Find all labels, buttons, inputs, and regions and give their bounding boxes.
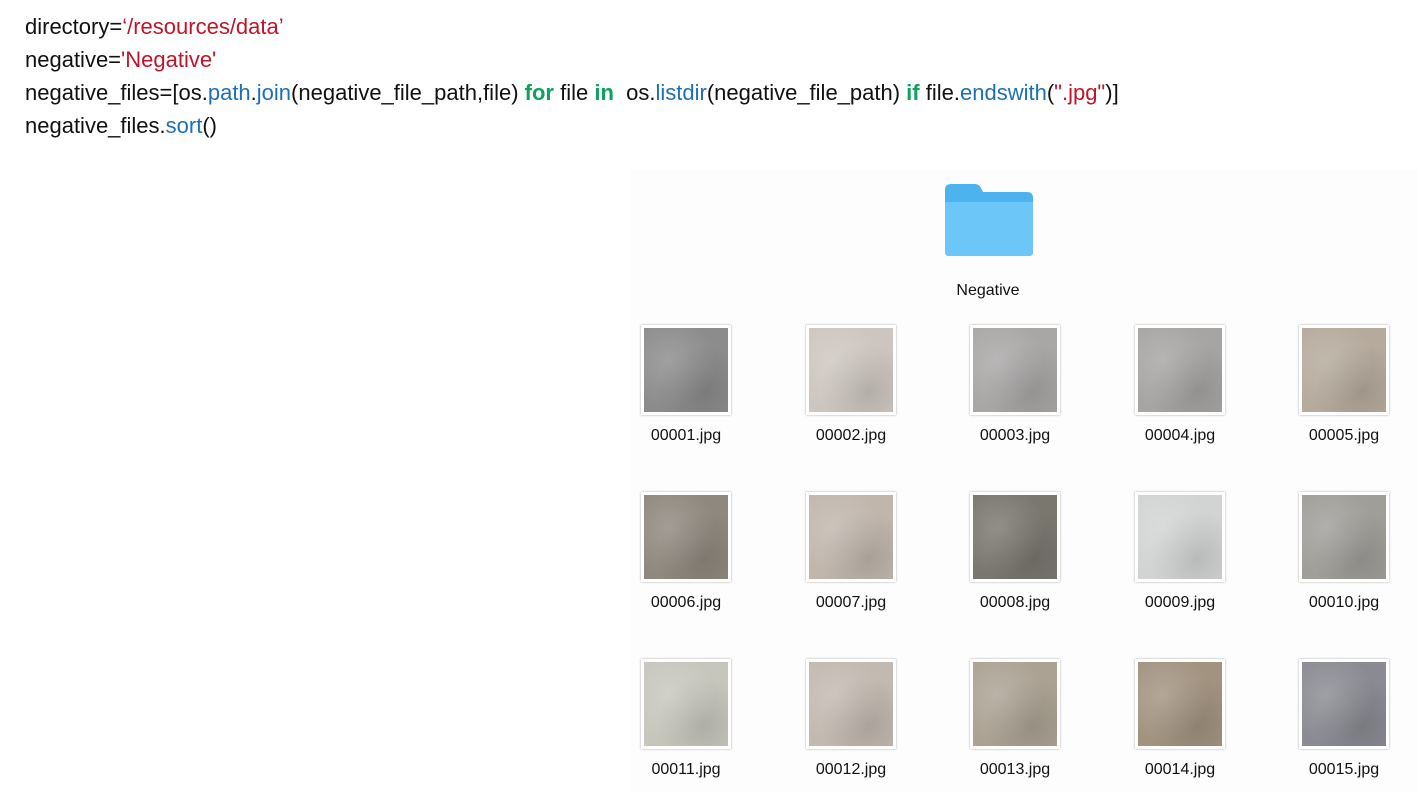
code-token: in <box>594 80 614 105</box>
file-thumbnail[interactable] <box>641 492 731 582</box>
file-name[interactable]: 00002.jpg <box>815 427 887 444</box>
file-thumbnail[interactable] <box>641 659 731 749</box>
file-name[interactable]: 00011.jpg <box>651 761 721 778</box>
code-line: negative_files=[os.path.join(negative_fi… <box>25 76 1119 109</box>
file-name[interactable]: 00008.jpg <box>979 594 1051 611</box>
code-token: path <box>207 80 251 105</box>
code-token: 'Negative' <box>121 47 217 72</box>
file-thumbnail[interactable] <box>1135 492 1225 582</box>
code-block: directory=‘/resources/data’ negative='Neg… <box>25 10 1119 142</box>
code-token: ‘/resources/data’ <box>122 14 284 39</box>
code-token: negative= <box>25 47 122 72</box>
code-token: os. <box>613 80 656 105</box>
file-name[interactable]: 00009.jpg <box>1144 594 1216 611</box>
file-thumbnail[interactable] <box>1299 325 1389 415</box>
code-line: negative='Negative' <box>25 43 1119 76</box>
code-token: join <box>256 80 292 105</box>
file-thumbnail[interactable] <box>806 659 896 749</box>
file-name[interactable]: 00015.jpg <box>1308 761 1380 778</box>
code-token: if <box>906 80 920 105</box>
code-token: ".jpg" <box>1054 80 1106 105</box>
file-name[interactable]: 00012.jpg <box>815 761 887 778</box>
file-thumbnail[interactable] <box>1299 492 1389 582</box>
code-token: directory= <box>25 14 123 39</box>
file-name[interactable]: 00004.jpg <box>1144 427 1216 444</box>
code-line: negative_files.sort() <box>25 109 1119 142</box>
file-thumbnail[interactable] <box>970 492 1060 582</box>
code-line: directory=‘/resources/data’ <box>25 10 1119 43</box>
file-thumbnail[interactable] <box>970 659 1060 749</box>
file-name[interactable]: 00001.jpg <box>650 427 722 444</box>
file-name[interactable]: 00010.jpg <box>1308 594 1380 611</box>
file-name[interactable]: 00005.jpg <box>1308 427 1380 444</box>
code-token: file <box>553 80 595 105</box>
file-thumbnail[interactable] <box>1135 325 1225 415</box>
code-token: () <box>202 113 217 138</box>
file-browser: Negative 00001.jpg 00002.jpg 00003.jpg 0000… <box>630 170 1417 792</box>
file-name[interactable]: 00003.jpg <box>979 427 1051 444</box>
code-token: endswith <box>959 80 1047 105</box>
file-name[interactable]: 00006.jpg <box>650 594 722 611</box>
file-name[interactable]: 00007.jpg <box>815 594 887 611</box>
file-thumbnail[interactable] <box>806 325 896 415</box>
folder-icon[interactable] <box>943 182 1035 258</box>
code-token: negative_files=[os. <box>25 80 208 105</box>
code-token: ( <box>1046 80 1055 105</box>
code-token: )] <box>1105 80 1119 105</box>
file-thumbnail[interactable] <box>806 492 896 582</box>
code-token: file. <box>919 80 960 105</box>
file-thumbnail[interactable] <box>1135 659 1225 749</box>
file-thumbnail[interactable] <box>641 325 731 415</box>
code-token: negative_files. <box>25 113 166 138</box>
code-token: for <box>524 80 554 105</box>
file-thumbnail[interactable] <box>1299 659 1389 749</box>
code-token: . <box>250 80 257 105</box>
file-name[interactable]: 00014.jpg <box>1144 761 1216 778</box>
folder-label[interactable]: Negative <box>956 282 1020 299</box>
file-thumbnail[interactable] <box>970 325 1060 415</box>
code-token: sort <box>165 113 203 138</box>
code-token: listdir <box>655 80 707 105</box>
file-name[interactable]: 00013.jpg <box>979 761 1051 778</box>
code-token: (negative_file_path,file) <box>291 80 525 105</box>
code-token: (negative_file_path) <box>706 80 907 105</box>
